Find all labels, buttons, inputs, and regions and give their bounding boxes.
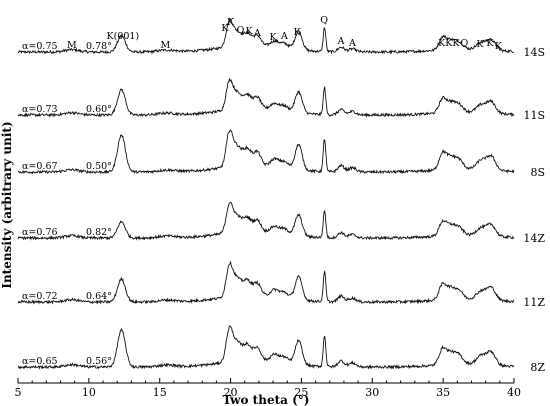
alpha-label: α=0.65 bbox=[22, 356, 58, 367]
fwhm-label: 0.50° bbox=[86, 161, 112, 172]
x-tick-label: 10 bbox=[82, 386, 96, 399]
peak-annotation: K bbox=[495, 41, 503, 52]
peak-annotation: Q bbox=[237, 25, 245, 36]
fwhm-label: 0.60° bbox=[86, 104, 112, 115]
peak-annotation: Q bbox=[461, 38, 469, 49]
series-line-14s bbox=[17, 17, 514, 55]
x-tick-label: 15 bbox=[153, 386, 167, 399]
peak-annotation: M bbox=[161, 40, 171, 51]
alpha-label: α=0.76 bbox=[22, 227, 58, 238]
peak-annotation: K bbox=[270, 32, 278, 43]
peak-annotation: K bbox=[476, 39, 484, 50]
x-axis: 5 10 15 20 25 30 35 40 bbox=[15, 378, 521, 399]
fwhm-label: 0.78° bbox=[86, 41, 112, 52]
series-label: 8S bbox=[530, 166, 545, 179]
peak-annotation: K bbox=[452, 38, 460, 49]
peak-annotation: K bbox=[227, 17, 235, 28]
alpha-label: α=0.75 bbox=[22, 41, 58, 52]
series-label: 14S bbox=[523, 46, 545, 59]
fwhm-label: 0.82° bbox=[86, 227, 112, 238]
peak-annotation: K bbox=[438, 38, 446, 49]
peak-annotation: A bbox=[348, 38, 356, 49]
y-axis-title: Intensity (arbitrary unit) bbox=[0, 121, 14, 288]
peak-annotation: K bbox=[294, 27, 302, 38]
x-tick-label: 5 bbox=[15, 386, 22, 399]
series-label: 8Z bbox=[530, 361, 545, 374]
trace-group bbox=[17, 17, 515, 370]
peak-annotation: K bbox=[221, 23, 229, 34]
series-line-8s bbox=[17, 129, 515, 175]
series-label: 11Z bbox=[523, 296, 545, 309]
series-line-8z bbox=[17, 325, 515, 370]
peak-annotation: A bbox=[280, 31, 288, 42]
peak-annotation: K bbox=[486, 38, 494, 49]
peak-annotation: K(001) bbox=[107, 31, 140, 42]
series-label: 14Z bbox=[523, 232, 545, 245]
x-tick-label: 25 bbox=[294, 386, 308, 399]
x-tick-label: 40 bbox=[507, 386, 521, 399]
series-line-11z bbox=[17, 260, 515, 305]
label-group: 14S α=0.75 0.78° 11S α=0.73 0.60° 8S α=0.67 0.50… bbox=[22, 15, 545, 374]
peak-annotation: K bbox=[245, 26, 253, 37]
peak-annotation: A bbox=[337, 36, 345, 47]
alpha-label: α=0.72 bbox=[22, 291, 58, 302]
series-label: 11S bbox=[523, 109, 545, 122]
fwhm-label: 0.64° bbox=[86, 291, 112, 302]
peak-annotation: K bbox=[445, 38, 453, 49]
x-axis-title: Two theta (°) bbox=[223, 393, 310, 406]
alpha-label: α=0.73 bbox=[22, 104, 58, 115]
peak-annotation: Q bbox=[320, 15, 328, 26]
series-line-11s bbox=[17, 77, 515, 118]
x-tick-label: 20 bbox=[224, 386, 238, 399]
peak-annotation: A bbox=[253, 28, 261, 39]
x-tick-label: 30 bbox=[365, 386, 379, 399]
fwhm-label: 0.56° bbox=[86, 356, 112, 367]
alpha-label: α=0.67 bbox=[22, 161, 58, 172]
series-line-14z bbox=[17, 201, 515, 241]
peak-annotation: M bbox=[67, 40, 77, 51]
x-tick-label: 35 bbox=[436, 386, 450, 399]
